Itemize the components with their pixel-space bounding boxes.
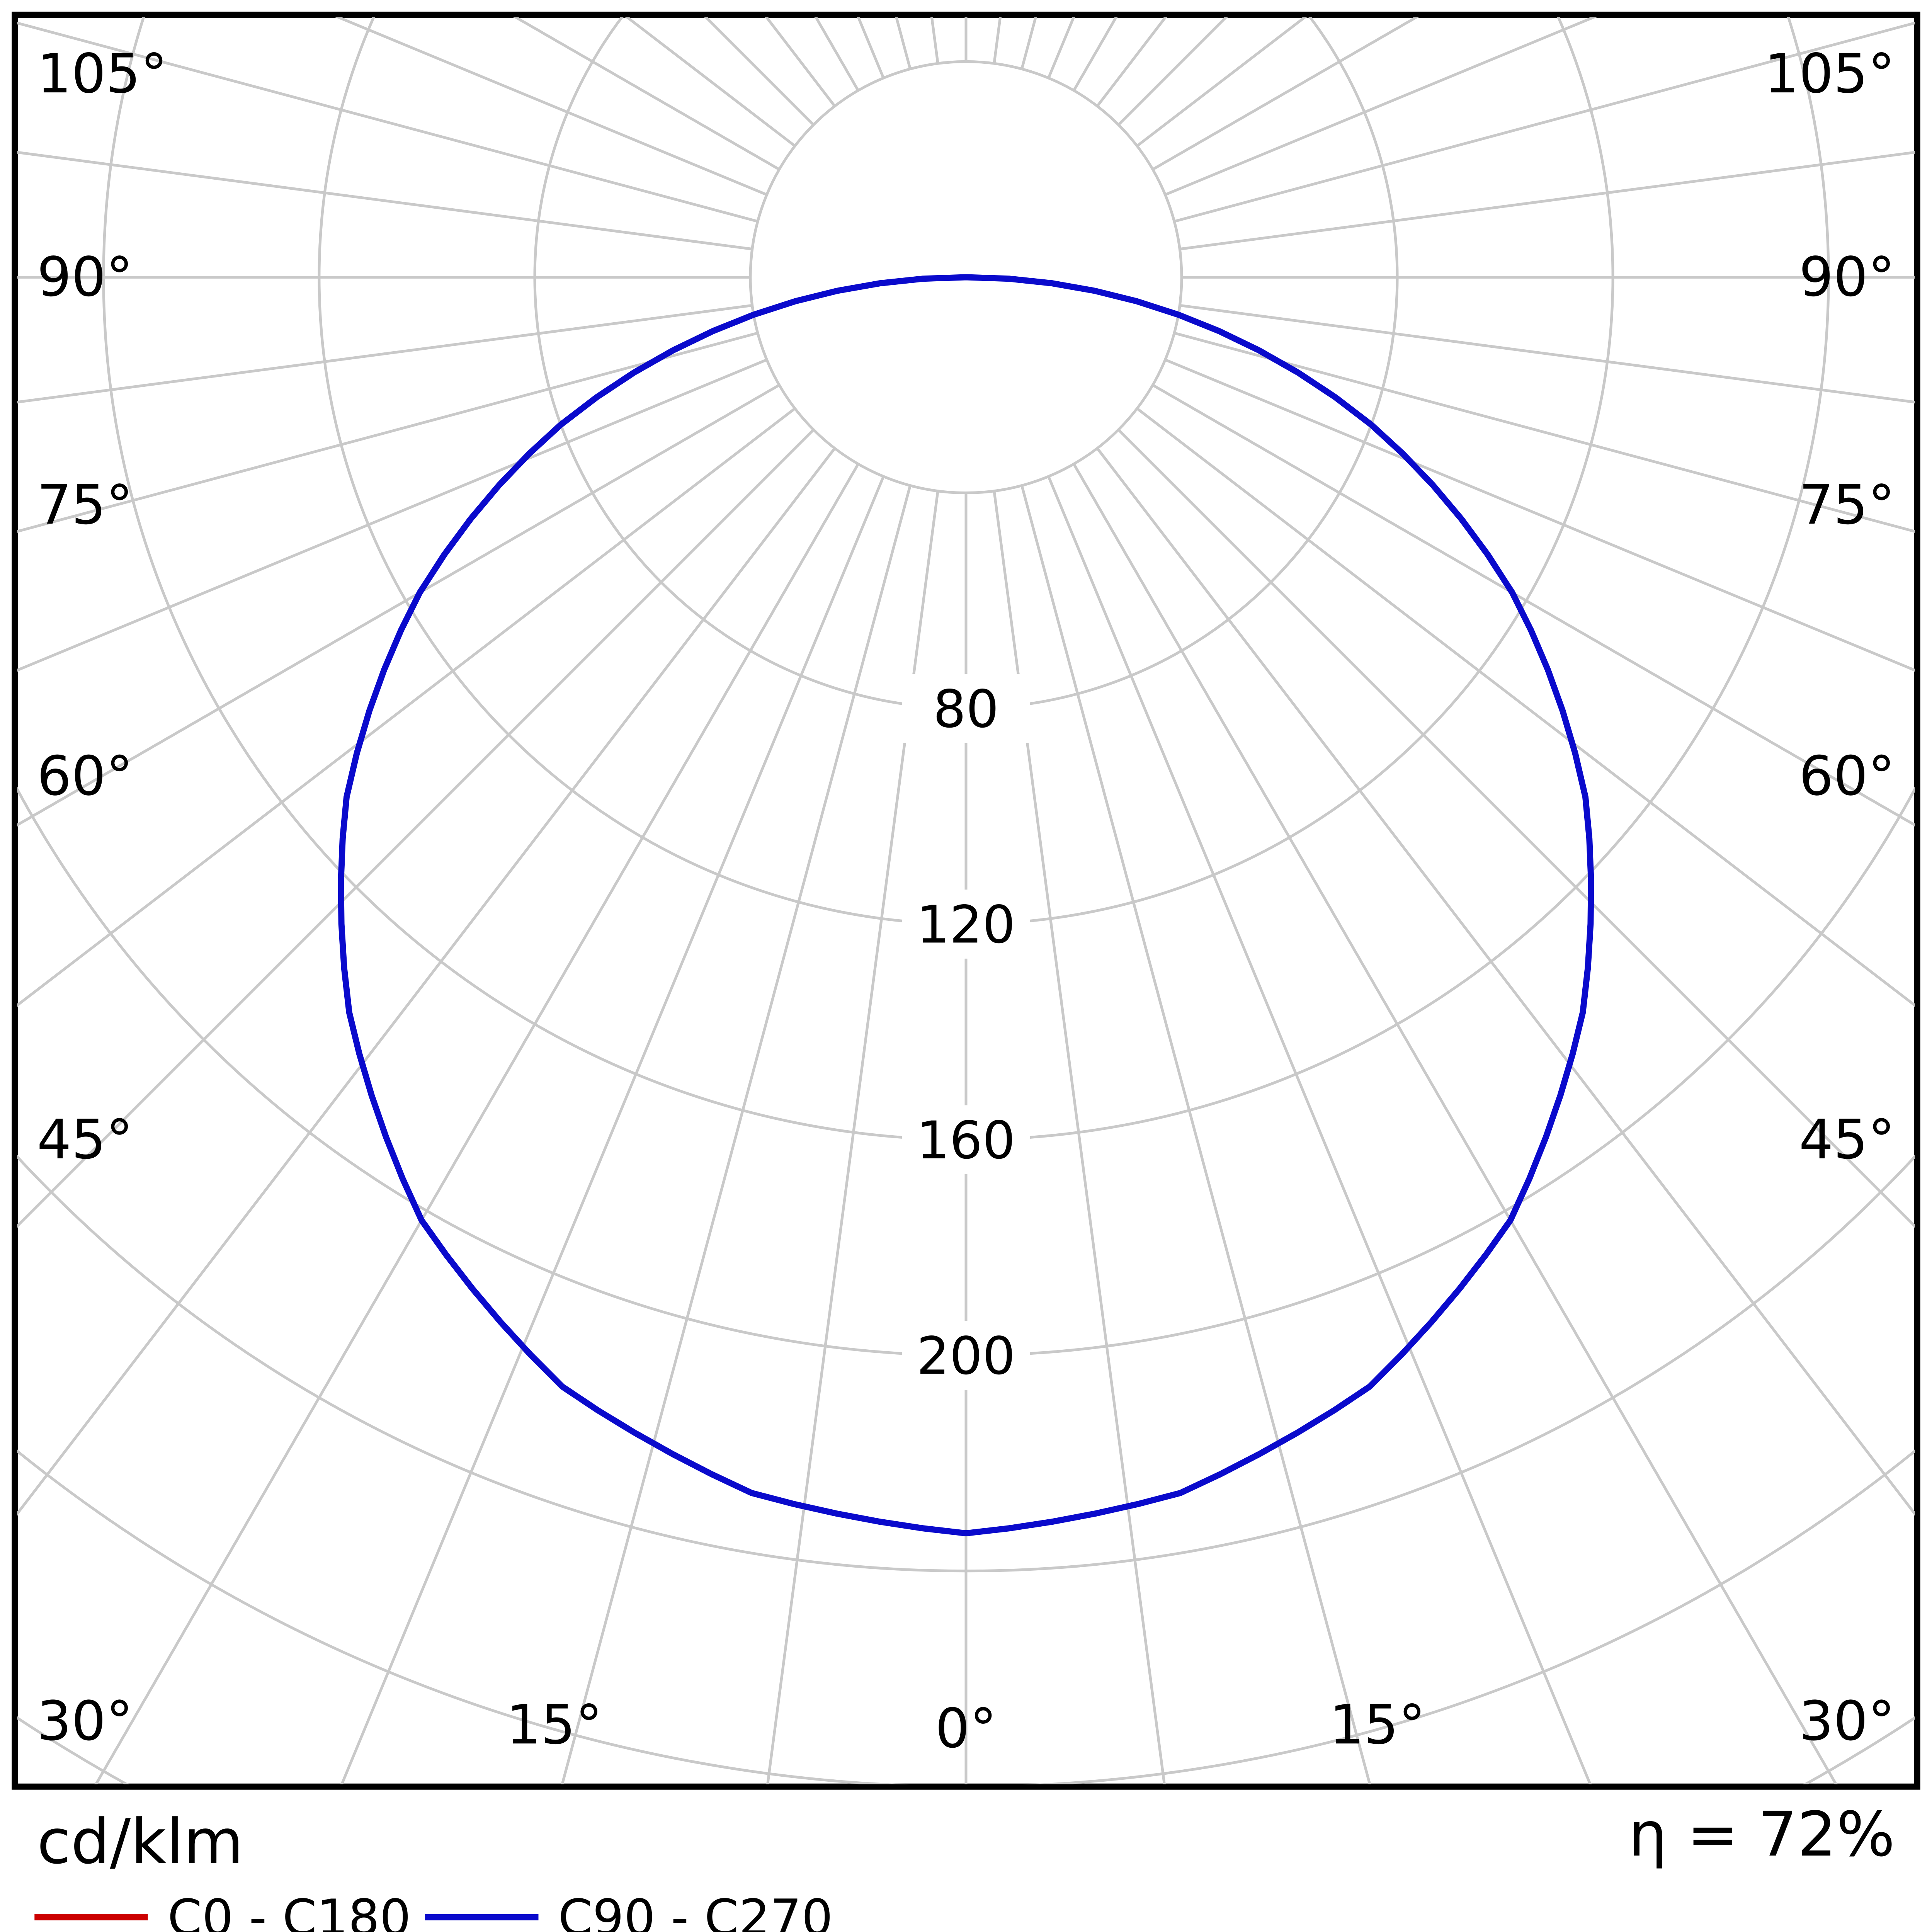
radial-label: 160 [917, 1110, 1015, 1170]
radial-label-mask [902, 1321, 1030, 1390]
grid-spoke [1179, 151, 1915, 251]
grid-spoke [1072, 463, 1838, 1784]
angle-label: 75° [1799, 474, 1895, 537]
grid-spoke [993, 491, 1166, 1784]
intensity-curves [338, 274, 1594, 1537]
radial-label-mask [902, 1105, 1030, 1174]
grid-spoke [766, 491, 939, 1784]
grid-spoke [1020, 17, 1037, 70]
grid-spoke [1165, 358, 1915, 672]
grid-spoke [17, 384, 780, 827]
grid-spoke [1174, 332, 1915, 533]
angle-label: 60° [1799, 745, 1895, 808]
grid-spoke [17, 358, 767, 672]
legend-label-c0-c180: C0 - C180 [168, 1889, 411, 1932]
angle-label: 60° [37, 745, 133, 808]
angle-label: 45° [1799, 1108, 1895, 1171]
grid-spoke [1152, 384, 1915, 827]
grid-spoke [1136, 407, 1915, 1007]
grid-spoke [930, 17, 939, 64]
angle-label: 105° [1764, 43, 1895, 105]
grid-spoke [1174, 21, 1915, 223]
grid-spoke [17, 151, 753, 251]
unit-label: cd/klm [37, 1806, 243, 1878]
grid-spoke [1020, 485, 1371, 1784]
grid-spoke [94, 463, 860, 1784]
radial-label: 200 [917, 1326, 1015, 1386]
angle-label: 30° [37, 1690, 133, 1753]
grid-spoke [1165, 17, 1597, 196]
grid-spoke [17, 304, 753, 404]
angle-label: 75° [37, 474, 133, 537]
angle-label: 0° [935, 1697, 997, 1760]
grid-spoke [993, 17, 1002, 64]
grid-spoke [17, 332, 758, 533]
radial-label-mask [902, 889, 1030, 959]
angle-label: 105° [37, 43, 168, 105]
grid-spoke [335, 17, 767, 196]
grid-spoke [1179, 304, 1915, 404]
grid-spoke [340, 476, 885, 1784]
plot-border [12, 12, 1920, 1790]
angle-label: 45° [37, 1108, 133, 1171]
grid-spoke [895, 17, 912, 70]
grid-spoke [17, 21, 758, 223]
angle-label: 90° [37, 246, 133, 309]
radial-labels: 80 120 160 200 [902, 674, 1030, 1390]
grid-spoke [17, 407, 796, 1007]
grid-spoke [1117, 429, 1915, 1228]
curve-c90-c270 [338, 274, 1594, 1537]
legend: C0 - C180 C90 - C270 [34, 1889, 833, 1932]
radial-label-mask [902, 674, 1030, 743]
angle-label: 15° [1330, 1694, 1426, 1757]
grid-spoke [17, 429, 815, 1228]
grid-spoke [1047, 476, 1592, 1784]
efficiency-label: η = 72% [1628, 1798, 1895, 1870]
angle-labels: 105° 105° 90° 90° 75° 75° 60° 60° 45° 45° 30° 30° 15… [37, 43, 1895, 1760]
angle-label: 30° [1799, 1690, 1895, 1753]
grid-spoke [17, 447, 836, 1516]
legend-label-c90-c270: C90 - C270 [558, 1889, 833, 1932]
radial-label: 80 [933, 679, 999, 739]
grid-spoke [1096, 447, 1915, 1516]
angle-label: 15° [507, 1694, 603, 1757]
radial-label: 120 [917, 895, 1015, 955]
angle-label: 90° [1799, 246, 1895, 309]
grid-spoke [561, 485, 912, 1784]
